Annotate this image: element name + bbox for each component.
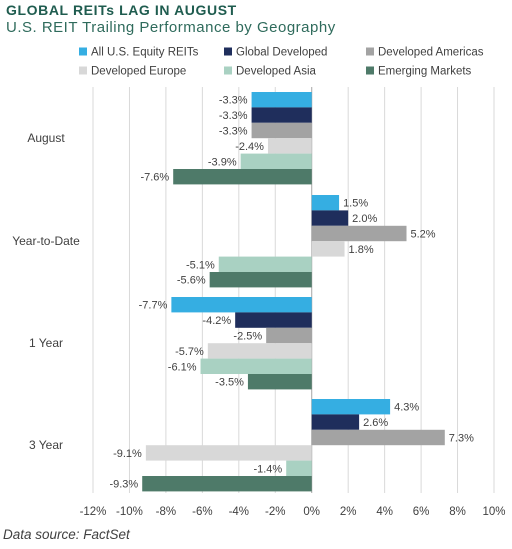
data-label: -6.1% [168,361,197,373]
bar [251,122,312,139]
data-label: -7.6% [140,172,169,184]
bar [200,358,312,374]
x-tick-label: -2% [265,506,285,518]
legend-label: Developed Americas [378,47,484,59]
data-label: -3.9% [208,156,237,168]
legend-swatch [224,66,232,75]
bar [173,169,312,185]
data-label: -2.5% [233,331,262,343]
legend-label: Emerging Markets [378,66,472,78]
data-labels: -3.3% -3.3% -3.3% -2.4% -3.9% -7.6% 1.5% 2.0% 5.… [109,95,474,491]
category-label: August [27,131,65,145]
data-label: -9.3% [109,479,138,491]
legend-swatch [366,47,374,56]
data-label: -3.5% [215,377,244,389]
bar [311,241,345,257]
data-label: 4.3% [394,402,419,414]
bar [311,225,407,242]
chart-subtitle: U.S. REIT Trailing Performance by Geogra… [6,19,336,36]
data-label: 1.8% [349,244,374,256]
x-axis-ticks: -12% -10% -8% -6% -4% -2% 0% 2% 4% 6% 8% 10% [80,506,506,518]
x-tick-label: -8% [156,506,176,518]
data-label: -3.3% [219,110,248,122]
legend-swatch [79,47,87,56]
bar [311,414,360,430]
bar [171,297,312,313]
category-label: 3 Year [29,438,63,452]
data-label: 7.3% [449,433,474,445]
bar [251,92,312,108]
bar [240,153,312,169]
legend-label: Developed Europe [91,66,186,78]
legend-swatch [366,66,374,75]
data-label: -7.7% [139,300,168,312]
legend-label: Developed Asia [236,66,317,78]
category-label: Year-to-Date [12,234,80,248]
bar [251,107,312,123]
data-label: -3.3% [219,126,248,138]
legend-label: All U.S. Equity REITs [91,47,199,59]
x-tick-label: -10% [116,506,143,518]
x-tick-label: 6% [413,506,430,518]
data-label: -9.1% [113,448,142,460]
data-label: -4.2% [202,315,231,327]
data-label: 1.5% [343,198,368,210]
bar [311,429,445,446]
legend-label: Global Developed [236,47,327,59]
bar [311,399,391,415]
data-label: -3.3% [219,95,248,107]
x-tick-label: 4% [376,506,393,518]
bar [207,343,312,359]
bar [266,327,312,344]
data-label: -2.4% [235,141,264,153]
legend-swatch [79,66,87,75]
bar [286,460,312,476]
bar [311,195,340,211]
data-label: 5.2% [411,229,436,241]
data-label: -1.4% [253,463,282,475]
chart-title: GLOBAL REITs LAG IN AUGUST [6,2,237,18]
bar [235,312,312,328]
data-label: 2.6% [363,417,388,429]
data-label: -5.6% [177,275,206,287]
x-tick-label: 0% [303,506,320,518]
data-label: -5.7% [175,346,204,358]
bar [267,138,312,154]
x-tick-label: 8% [449,506,466,518]
bars [142,92,445,492]
bar [145,445,312,461]
x-tick-label: 10% [482,506,505,518]
data-label: 2.0% [352,213,377,225]
bar [142,476,312,492]
bar [209,272,312,288]
bar [247,374,312,390]
legend-swatch [224,47,232,56]
category-labels: August Year-to-Date 1 Year 3 Year [12,131,80,452]
data-source-note: Data source: FactSet [3,527,130,542]
data-label: -5.1% [186,259,215,271]
bar [218,256,312,272]
x-tick-label: -6% [192,506,212,518]
x-tick-label: 2% [340,506,357,518]
legend: All U.S. Equity REITs Global Developed Dev… [79,47,484,78]
x-tick-label: -4% [229,506,249,518]
x-tick-label: -12% [80,506,107,518]
category-label: 1 Year [29,336,63,350]
bar [311,210,349,226]
